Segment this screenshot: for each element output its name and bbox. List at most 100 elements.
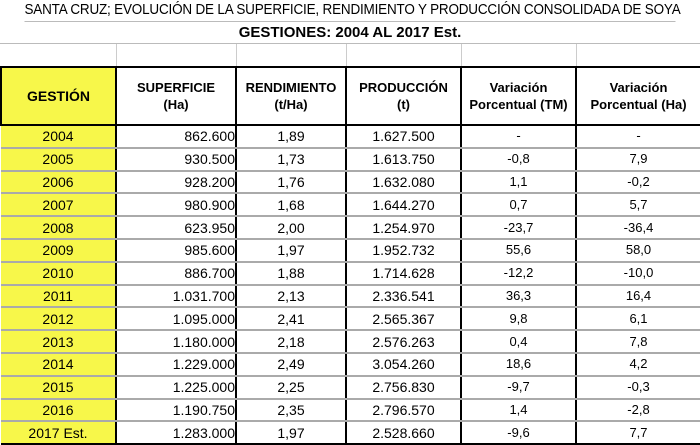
cell-variacion-tm: -12,2: [460, 261, 577, 286]
cell-rendimiento: 2,25: [235, 375, 347, 400]
table-row: 2017 Est. 1.283.000 1,97 2.528.660 -9,6 7,7: [1, 421, 700, 445]
cell-produccion: 1.613.750: [345, 147, 462, 172]
cell-gestion: 2006: [1, 170, 117, 195]
table-row: 2010 886.700 1,88 1.714.628 -12,2 -10,0: [1, 261, 700, 286]
header-line2: (Ha): [163, 97, 189, 112]
cell-gestion: 2007: [1, 193, 117, 218]
cell-variacion-tm: 9,8: [460, 307, 577, 332]
header-line2: Porcentual (Ha): [590, 97, 687, 112]
cell-variacion-tm: 36,3: [460, 284, 577, 309]
cell-variacion-tm: -9,6: [460, 421, 577, 445]
cell-produccion: 2.796.570: [345, 398, 462, 423]
cell-variacion-tm: 18,6: [460, 352, 577, 377]
cell-gestion: 2005: [1, 147, 117, 172]
cell-superficie: 623.950: [115, 216, 237, 240]
table-row: 2007 980.900 1,68 1.644.270 0,7 5,7: [1, 193, 700, 218]
cell-superficie: 980.900: [115, 193, 237, 218]
cell-variacion-ha: -10,0: [575, 261, 700, 286]
cell-variacion-ha: 16,4: [575, 284, 700, 309]
header-line1: RENDIMIENTO: [245, 80, 337, 95]
cell-superficie: 1.225.000: [115, 375, 237, 400]
cell-gestion: 2014: [1, 352, 117, 377]
cell-superficie: 1.229.000: [115, 352, 237, 377]
cell-variacion-tm: 0,7: [460, 193, 577, 218]
cell-superficie: 862.600: [115, 125, 237, 149]
header-line1: PRODUCCIÓN: [359, 80, 448, 95]
cell-variacion-ha: 7,9: [575, 147, 700, 172]
cell-rendimiento: 1,97: [235, 421, 347, 445]
cell-superficie: 1.031.700: [115, 284, 237, 309]
cell-gestion: 2009: [1, 238, 117, 263]
cell-rendimiento: 1,76: [235, 170, 347, 195]
cell-gestion: 2004: [1, 125, 117, 149]
cell-rendimiento: 2,49: [235, 352, 347, 377]
table-row: 2008 623.950 2,00 1.254.970 -23,7 -36,4: [1, 216, 700, 240]
cell-produccion: 1.627.500: [345, 125, 462, 149]
header-line1: SUPERFICIE: [136, 80, 215, 95]
cell-variacion-ha: 6,1: [575, 307, 700, 332]
table-row: 2009 985.600 1,97 1.952.732 55,6 58,0: [1, 238, 700, 263]
table-subtitle: GESTIONES: 2004 AL 2017 Est.: [0, 22, 700, 44]
header-line2: (t/Ha): [274, 97, 308, 112]
header-variacion-tm: Variación Porcentual (TM): [460, 66, 577, 126]
cell-superficie: 1.283.000: [115, 421, 237, 445]
table-row: 2014 1.229.000 2,49 3.054.260 18,6 4,2: [1, 352, 700, 377]
cell-produccion: 1.952.732: [345, 238, 462, 263]
cell-rendimiento: 2,41: [235, 307, 347, 332]
cell-variacion-ha: 4,2: [575, 352, 700, 377]
cell-variacion-tm: -0,8: [460, 147, 577, 172]
header-line2: (t): [397, 97, 410, 112]
cell-produccion: 1.644.270: [345, 193, 462, 218]
cell-rendimiento: 1,73: [235, 147, 347, 172]
header-rendimiento: RENDIMIENTO (t/Ha): [235, 66, 347, 126]
cell-rendimiento: 1,97: [235, 238, 347, 263]
header-line1: Variación: [609, 80, 668, 95]
header-line2: Porcentual (TM): [469, 97, 568, 112]
cell-variacion-tm: -23,7: [460, 216, 577, 240]
table-row: 2012 1.095.000 2,41 2.565.367 9,8 6,1: [1, 307, 700, 332]
cell-produccion: 2.756.830: [345, 375, 462, 400]
table-row: 2011 1.031.700 2,13 2.336.541 36,3 16,4: [1, 284, 700, 309]
cell-gestion: 2017 Est.: [1, 421, 117, 445]
cell-variacion-ha: -: [575, 125, 700, 149]
data-table: GESTIÓN SUPERFICIE (Ha) RENDIMIENTO (t/Ha) PR…: [0, 44, 700, 445]
table-row: 2016 1.190.750 2,35 2.796.570 1,4 -2,8: [1, 398, 700, 423]
cell-variacion-ha: 7,8: [575, 330, 700, 354]
cell-variacion-ha: -0,2: [575, 170, 700, 195]
table-row: 2006 928.200 1,76 1.632.080 1,1 -0,2: [1, 170, 700, 195]
cell-superficie: 1.180.000: [115, 330, 237, 354]
cell-variacion-tm: -: [460, 125, 577, 149]
cell-variacion-ha: -0,3: [575, 375, 700, 400]
cell-produccion: 1.714.628: [345, 261, 462, 286]
cell-rendimiento: 2,13: [235, 284, 347, 309]
cell-gestion: 2012: [1, 307, 117, 332]
cell-rendimiento: 1,68: [235, 193, 347, 218]
cell-gestion: 2015: [1, 375, 117, 400]
cell-superficie: 930.500: [115, 147, 237, 172]
cell-variacion-tm: -9,7: [460, 375, 577, 400]
cell-variacion-ha: -36,4: [575, 216, 700, 240]
cell-rendimiento: 2,18: [235, 330, 347, 354]
cell-produccion: 2.336.541: [345, 284, 462, 309]
header-line1: GESTIÓN: [26, 87, 90, 104]
cell-gestion: 2008: [1, 216, 117, 240]
cell-rendimiento: 1,88: [235, 261, 347, 286]
header-line1: Variación: [489, 80, 548, 95]
cell-produccion: 1.632.080: [345, 170, 462, 195]
cell-variacion-ha: 7,7: [575, 421, 700, 445]
cell-variacion-ha: -2,8: [575, 398, 700, 423]
cell-produccion: 2.576.263: [345, 330, 462, 354]
cell-rendimiento: 1,89: [235, 125, 347, 149]
cell-produccion: 2.528.660: [345, 421, 462, 445]
cell-variacion-tm: 0,4: [460, 330, 577, 354]
header-superficie: SUPERFICIE (Ha): [115, 66, 237, 126]
cell-superficie: 1.095.000: [115, 307, 237, 332]
cell-variacion-tm: 55,6: [460, 238, 577, 263]
cell-gestion: 2013: [1, 330, 117, 354]
cell-variacion-tm: 1,4: [460, 398, 577, 423]
cell-gestion: 2011: [1, 284, 117, 309]
table-row: 2005 930.500 1,73 1.613.750 -0,8 7,9: [1, 147, 700, 172]
cell-variacion-ha: 58,0: [575, 238, 700, 263]
cell-variacion-tm: 1,1: [460, 170, 577, 195]
cell-rendimiento: 2,00: [235, 216, 347, 240]
